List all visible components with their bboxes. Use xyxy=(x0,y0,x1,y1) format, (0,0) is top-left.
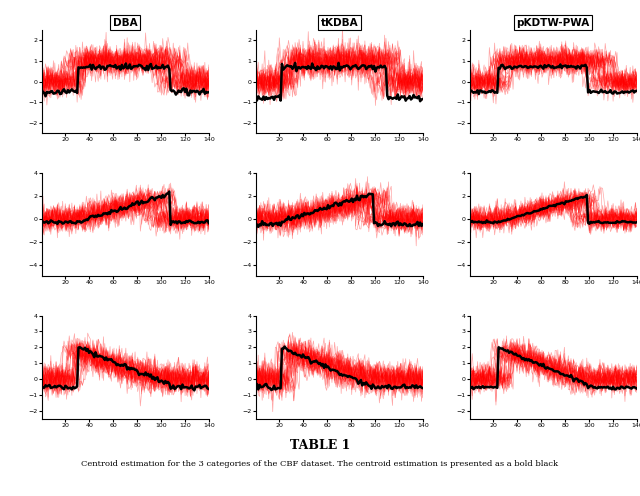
Text: Centroid estimation for the 3 categories of the CBF dataset. The centroid estima: Centroid estimation for the 3 categories… xyxy=(81,460,559,468)
Title: tKDBA: tKDBA xyxy=(321,17,358,28)
Title: DBA: DBA xyxy=(113,17,138,28)
Text: TABLE 1: TABLE 1 xyxy=(290,439,350,452)
Title: pKDTW-PWA: pKDTW-PWA xyxy=(516,17,590,28)
